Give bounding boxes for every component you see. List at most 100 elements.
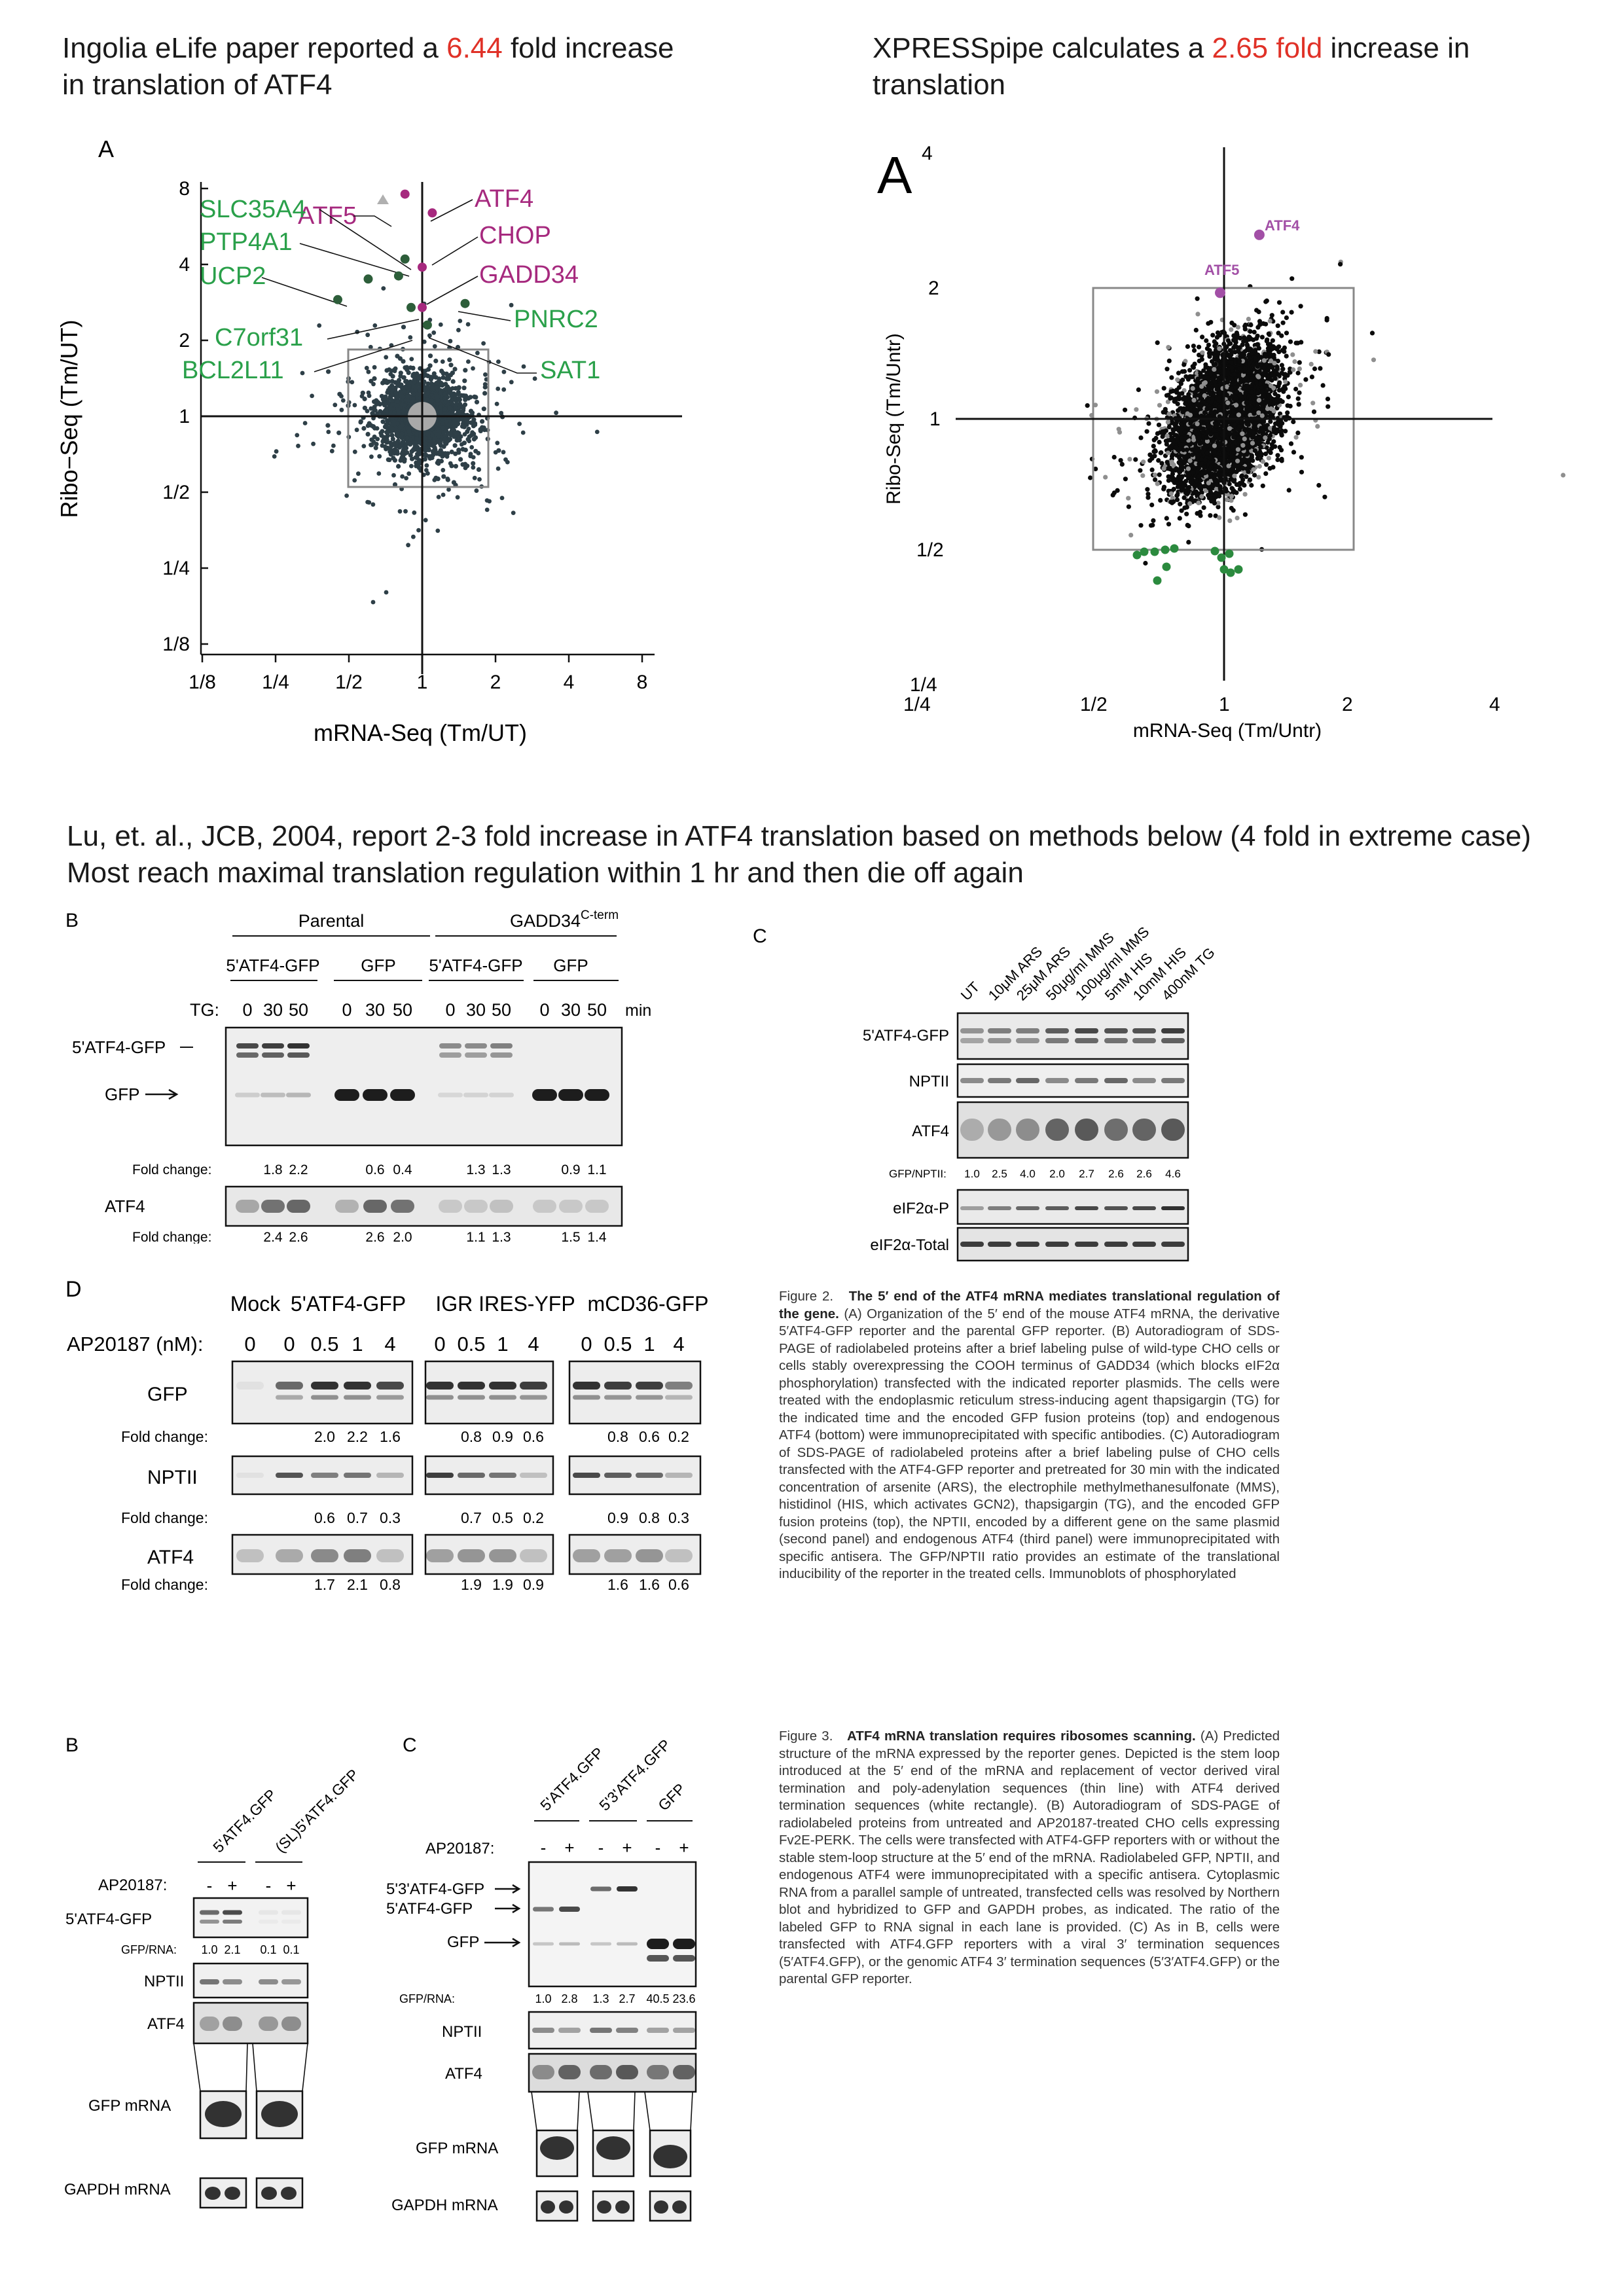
band-eif2a-total (960, 1242, 984, 1247)
min-label: min (625, 1001, 651, 1020)
band-gapdh-mrna (541, 2200, 555, 2214)
band-gfp-mrna (205, 2101, 242, 2127)
band-gfp (311, 1382, 338, 1390)
band-nptii (1132, 1078, 1156, 1083)
green-point (1153, 576, 1162, 585)
band-5atf4gfp (465, 1043, 487, 1049)
left-header: Ingolia eLife paper reported a 6.44 fold… (62, 32, 674, 101)
point-chop (418, 262, 427, 272)
x-axis-label: mRNA-Seq (Tm/Untr) (1133, 720, 1322, 742)
band-nptii (200, 1979, 219, 1984)
gene-label-sat1: SAT1 (540, 357, 600, 384)
band-nptii (1045, 1078, 1069, 1083)
fold-value-gfp: 0.6 (639, 1428, 660, 1445)
band-5atf4gfp (960, 1028, 984, 1033)
lu-header: Lu, et. al., JCB, 2004, report 2-3 fold … (67, 820, 1532, 889)
group-5atf4gfp: 5'ATF4-GFP (291, 1292, 406, 1316)
row-label-5atf4gfp: 5'ATF4-GFP (863, 1027, 949, 1045)
band-5atf4gfp (988, 1028, 1011, 1033)
green-point (1225, 549, 1234, 558)
ratio-label: GFP/RNA: (121, 1943, 177, 1956)
ratio-value: 1.0 (535, 1992, 551, 2005)
fold-value-atf4: 1.9 (492, 1576, 513, 1593)
sub-label-4: GFP (553, 956, 588, 975)
gene-label-atf4: ATF4 (1265, 217, 1300, 234)
y-axis-label: Ribo−Seq (Tm/UT) (56, 319, 82, 518)
dose-label: 1 (497, 1333, 508, 1355)
band-5atf4gfp (1132, 1028, 1156, 1033)
blot-box-5atf4gfp (956, 1012, 1189, 1060)
fold-value-atf4: 1.9 (461, 1576, 482, 1593)
band-gapdh-mrna (559, 2200, 573, 2214)
band-gfp (604, 1395, 632, 1400)
row-label-gfp-mrna: GFP mRNA (416, 2140, 498, 2157)
band-nptii (604, 1473, 632, 1478)
dose-label: 0 (434, 1333, 445, 1355)
dose-label: 0.5 (310, 1333, 338, 1355)
band-eif2a-total (1016, 1242, 1039, 1247)
band-nptii (558, 2028, 581, 2033)
gene-label-atf5: ATF5 (298, 202, 357, 230)
x-tick-label: 1/4 (262, 672, 289, 693)
blot-box (568, 1534, 702, 1575)
band-gfp (558, 1089, 583, 1101)
band-eif2a-p (960, 1206, 984, 1210)
band-gfp (376, 1395, 404, 1400)
dose-label: 4 (528, 1333, 539, 1355)
band-gfp (673, 1939, 695, 1949)
row-label-gfp: GFP (147, 1384, 188, 1405)
time-label: 30 (466, 1000, 486, 1020)
blot-box-atf4 (192, 2001, 309, 2045)
x-axis-label: mRNA-Seq (Tm/UT) (314, 719, 527, 746)
xpresspipe-scatter: A ATF4 ATF5 4 2 1 1/2 1/4 1/4 1/2 1 2 4 … (877, 143, 1566, 742)
band-atf4 (458, 1549, 485, 1562)
band-atf4 (223, 2017, 242, 2031)
band-atf4 (585, 1200, 609, 1213)
tg-label: TG: (190, 1000, 219, 1020)
band-5atf4gfp (1132, 1038, 1156, 1043)
gene-label-c7orf31: C7orf31 (215, 324, 303, 351)
band-gapdh-mrna (205, 2187, 221, 2200)
fold-value-atf4: 1.6 (639, 1576, 660, 1593)
sign-label: + (227, 1876, 237, 1895)
dose-label: 4 (673, 1333, 684, 1355)
band-gfp (647, 1939, 669, 1949)
fold-value-nptii: 0.7 (461, 1509, 482, 1526)
zoom-lines (531, 2091, 580, 2131)
time-label: 30 (365, 1000, 385, 1020)
band-5atf4gfp (490, 1052, 513, 1058)
green-point (1170, 544, 1179, 553)
row-label-gfp: GFP (105, 1085, 139, 1104)
band-eif2a-p (1104, 1206, 1128, 1210)
ap-label: AP20187: (425, 1840, 494, 1857)
band-atf4 (281, 2017, 301, 2031)
row-label-gapdh-mrna: GAPDH mRNA (64, 2181, 171, 2198)
fold-value-atf4: 0.8 (380, 1576, 401, 1593)
x-tick-label: 1/2 (335, 672, 363, 693)
row-label-atf4: ATF4 (445, 2065, 482, 2083)
band-gfp (585, 1089, 609, 1101)
band-5atf4gfp (1104, 1028, 1128, 1033)
point-ucp2 (363, 274, 373, 284)
fold-label-atf4: Fold change: (121, 1576, 208, 1593)
fold-value: 1.8 (263, 1162, 282, 1177)
gene-label-pnrc2: PNRC2 (514, 306, 598, 333)
fold-value: 1.3 (466, 1162, 485, 1177)
gene-label-ucp2: UCP2 (200, 262, 266, 290)
ratio-value: 4.6 (1165, 1168, 1181, 1180)
band-gfp (673, 1955, 695, 1962)
blot-box (231, 1534, 414, 1575)
x-tick-label: 4 (564, 672, 575, 693)
band-53atf4gfp (590, 1886, 611, 1892)
band-nptii (426, 1473, 454, 1478)
time-label: 0 (445, 1000, 455, 1020)
ratio-value: 2.1 (224, 1943, 240, 1956)
band-atf4 (559, 1200, 583, 1213)
band-gfp-mrna (540, 2136, 574, 2160)
x-tick-label: 8 (637, 672, 648, 693)
green-point (1132, 550, 1142, 560)
band-gfp (489, 1382, 516, 1390)
band-eif2a-total (988, 1242, 1011, 1247)
point-atf5 (1215, 287, 1225, 298)
col-label-sl5atf4gfp: (SL)5'ATF4.GFP (272, 1766, 362, 1856)
